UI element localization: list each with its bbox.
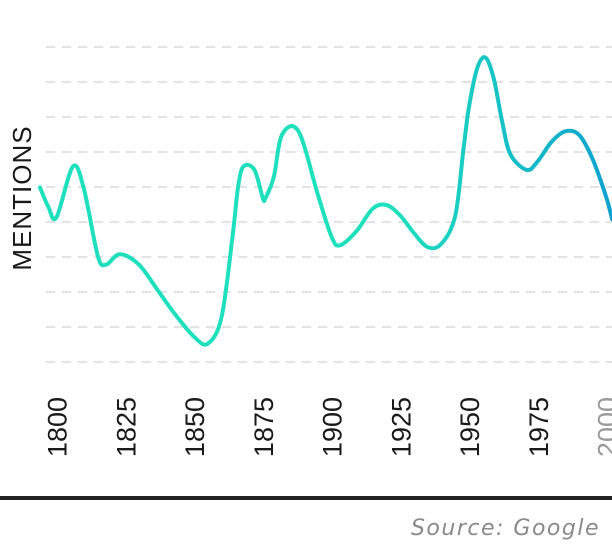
x-tick-label: 1925	[386, 397, 416, 457]
y-axis-label: MENTIONS	[7, 125, 37, 270]
x-tick-label: 1800	[43, 397, 73, 457]
x-tick-label: 1875	[249, 397, 279, 457]
series-line	[38, 55, 612, 347]
x-tick-label: 1975	[524, 397, 554, 457]
x-tick-label: 1900	[318, 397, 348, 457]
x-tick-label: 2000	[593, 397, 612, 457]
baseline-rule	[0, 496, 612, 500]
grid-lines	[46, 46, 612, 363]
x-tick-label: 1850	[180, 397, 210, 457]
source-credit: Source: Google	[410, 516, 600, 541]
x-tick-label: 1825	[111, 397, 141, 457]
x-tick-labels: 1800 1825 1850 1875 1900 1925 1950 1975 2000	[43, 397, 612, 457]
x-tick-label: 1950	[455, 397, 485, 457]
